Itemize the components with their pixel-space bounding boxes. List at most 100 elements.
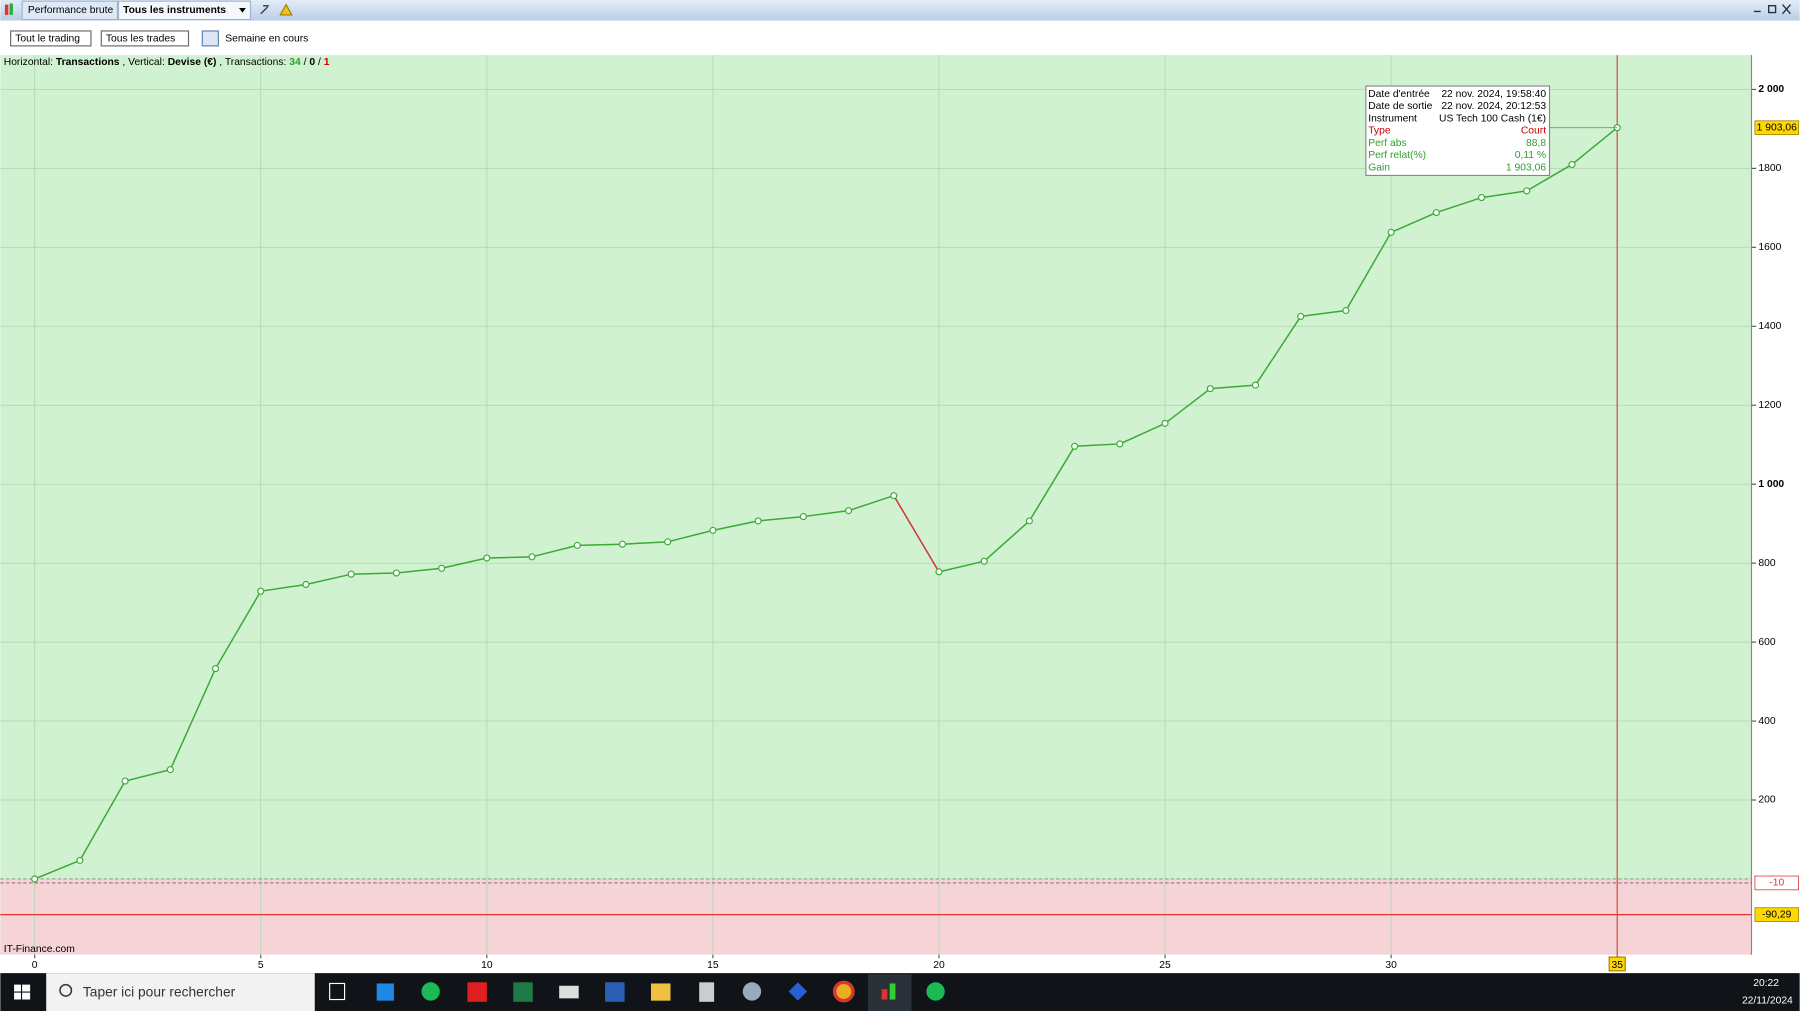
level-label: -10 bbox=[1769, 878, 1784, 889]
search-placeholder[interactable]: Taper ici pour rechercher bbox=[83, 984, 236, 999]
equity-point bbox=[709, 526, 717, 534]
x-tick-label: 5 bbox=[258, 960, 264, 971]
level-label-box bbox=[1754, 875, 1799, 891]
y-tick-label: 1 000 bbox=[1758, 479, 1784, 490]
equity-point bbox=[1206, 385, 1214, 393]
app-icon[interactable] bbox=[329, 982, 346, 1001]
equity-segment bbox=[1254, 316, 1302, 386]
equity-point bbox=[166, 766, 174, 774]
window-controls[interactable] bbox=[1753, 4, 1792, 15]
equity-point bbox=[483, 554, 491, 562]
equity-point bbox=[257, 587, 265, 595]
calendar-icon[interactable] bbox=[201, 30, 219, 47]
y-tick-label: 400 bbox=[1758, 716, 1775, 727]
dropdown-arrow bbox=[239, 8, 246, 13]
equity-point bbox=[76, 856, 84, 864]
x-tick-label: 15 bbox=[707, 960, 719, 971]
equity-segment bbox=[803, 509, 849, 518]
equity-segment bbox=[124, 768, 171, 782]
app-icon[interactable] bbox=[742, 982, 762, 1001]
equity-point bbox=[121, 777, 129, 785]
search-box[interactable] bbox=[46, 973, 315, 1011]
equity-segment bbox=[486, 556, 533, 559]
x-tick-highlight bbox=[1608, 956, 1626, 972]
equity-segment bbox=[983, 520, 1030, 562]
header-part: / bbox=[318, 57, 321, 68]
equity-segment bbox=[214, 590, 262, 669]
equity-point bbox=[392, 569, 400, 577]
tooltip-value: 0,11 % bbox=[1515, 150, 1546, 161]
tooltip-value: US Tech 100 Cash (1€) bbox=[1439, 113, 1546, 124]
app-icon[interactable] bbox=[650, 983, 671, 1001]
equity-segment bbox=[531, 544, 578, 558]
equity-point bbox=[1025, 517, 1033, 525]
dropdown-label[interactable]: Tout le trading bbox=[15, 34, 80, 45]
equity-segment bbox=[577, 543, 623, 547]
tooltip-label: Gain bbox=[1368, 162, 1390, 173]
plot-background bbox=[0, 55, 1752, 955]
header-part: Devise (€) bbox=[168, 57, 217, 68]
app-icon[interactable] bbox=[605, 982, 625, 1002]
tab[interactable] bbox=[21, 0, 118, 21]
dropdown-label[interactable]: Tous les trades bbox=[106, 34, 175, 45]
equity-point bbox=[573, 541, 581, 549]
equity-segment bbox=[1028, 445, 1076, 522]
tooltip-value: 1 903,06 bbox=[1506, 162, 1546, 173]
header-part: Horizontal: bbox=[4, 57, 53, 68]
y-tick-label: 1800 bbox=[1758, 163, 1781, 174]
equity-segment bbox=[1074, 443, 1120, 448]
header-part: 0 bbox=[309, 57, 315, 68]
equity-segment bbox=[441, 557, 487, 570]
app-icon[interactable] bbox=[788, 982, 808, 1001]
y-tick-label: 1400 bbox=[1758, 321, 1781, 332]
header-part: / bbox=[304, 57, 307, 68]
x-tick-label: 25 bbox=[1159, 960, 1171, 971]
tab-label[interactable]: Tous les instruments bbox=[123, 5, 226, 16]
y-tick-label: 2 000 bbox=[1758, 84, 1784, 95]
equity-point bbox=[31, 875, 39, 883]
app-icon[interactable] bbox=[832, 980, 855, 1003]
dropdown[interactable] bbox=[10, 30, 92, 47]
app-icon[interactable] bbox=[559, 985, 579, 999]
equity-point bbox=[844, 507, 853, 515]
equity-segment bbox=[622, 541, 668, 545]
tooltip-label: Perf abs bbox=[1368, 138, 1406, 149]
equity-segment bbox=[1571, 127, 1618, 166]
clock-time: 20:22 bbox=[1753, 978, 1779, 989]
y-tick-label: 600 bbox=[1758, 637, 1775, 648]
equity-point bbox=[1342, 306, 1350, 315]
tab[interactable] bbox=[117, 0, 252, 21]
equity-point bbox=[1161, 419, 1169, 427]
equity-point bbox=[1568, 160, 1576, 168]
app-icon bbox=[881, 989, 888, 1000]
start-button[interactable] bbox=[14, 984, 31, 1000]
app-icon[interactable] bbox=[376, 983, 394, 1001]
tab-label[interactable]: Performance brute bbox=[28, 5, 114, 16]
equity-segment bbox=[1345, 231, 1392, 311]
x-tick-label: 30 bbox=[1385, 960, 1397, 971]
warning-icon[interactable] bbox=[279, 3, 293, 16]
tooltip-label: Type bbox=[1368, 126, 1391, 137]
wrench-icon[interactable] bbox=[260, 4, 269, 15]
app-icon[interactable] bbox=[467, 982, 487, 1002]
app-icon[interactable] bbox=[926, 982, 945, 1001]
tooltip-value: 88,8 bbox=[1526, 138, 1546, 149]
level-label-box bbox=[1754, 907, 1799, 922]
tooltip-label: Perf relat(%) bbox=[1368, 150, 1426, 161]
header-part: , Transactions: bbox=[219, 57, 286, 68]
header-part: , Vertical: bbox=[122, 57, 164, 68]
period-label[interactable]: Semaine en cours bbox=[225, 34, 308, 45]
equity-segment bbox=[1300, 309, 1347, 318]
app-icon[interactable] bbox=[513, 982, 533, 1002]
equity-segment bbox=[34, 859, 81, 880]
bottom-axis-area bbox=[0, 954, 1752, 974]
app-icon[interactable] bbox=[421, 982, 440, 1001]
equity-point bbox=[935, 568, 943, 576]
x-tick-label: 20 bbox=[933, 960, 945, 971]
dropdown[interactable] bbox=[100, 30, 190, 47]
tooltip-label: Instrument bbox=[1368, 113, 1417, 124]
equity-segment bbox=[667, 529, 714, 543]
clock-date: 22/11/2024 bbox=[1742, 995, 1793, 1006]
app-icon[interactable] bbox=[699, 982, 715, 1002]
equity-segment bbox=[712, 520, 759, 532]
